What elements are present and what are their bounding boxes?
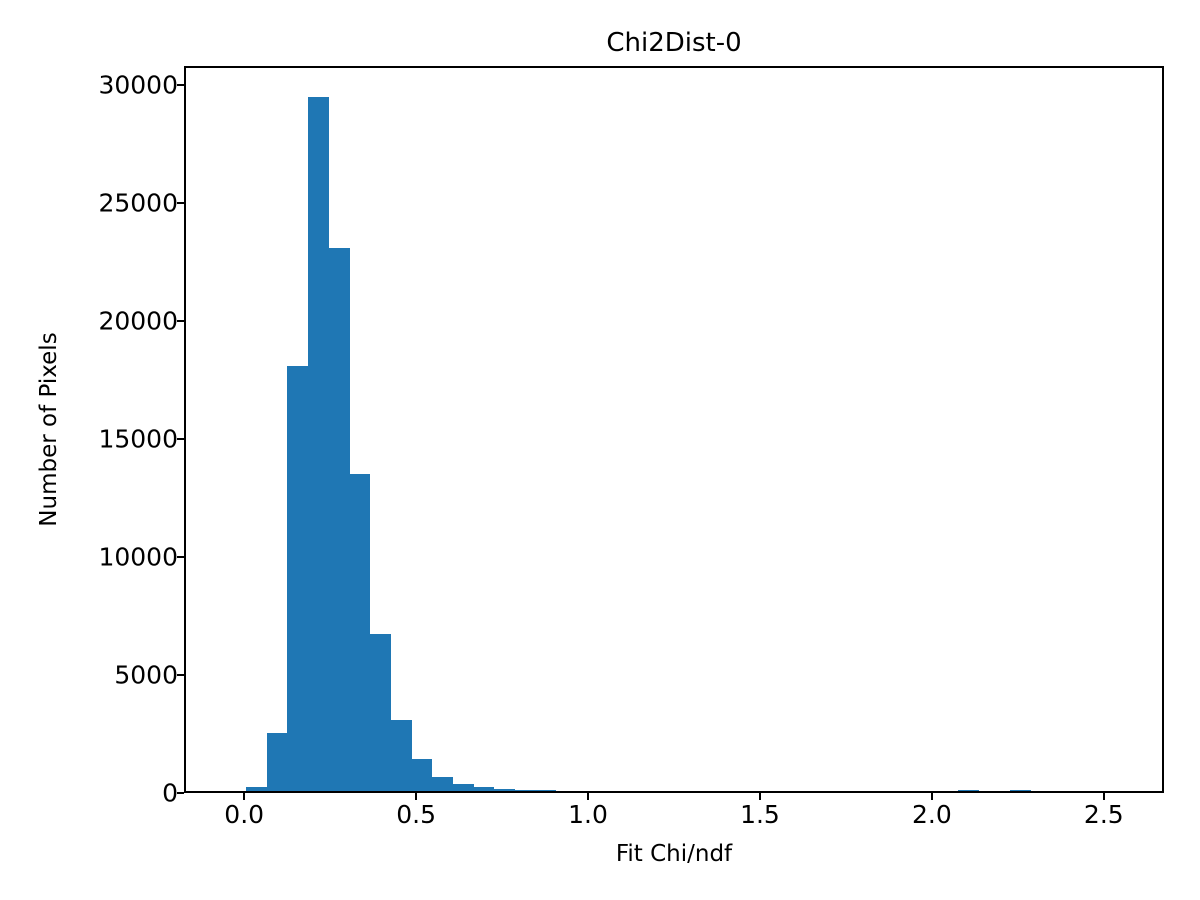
- plot-area: [184, 66, 1164, 793]
- histogram-bar: [266, 733, 288, 791]
- histogram-bar: [349, 473, 371, 791]
- histogram-bar: [369, 633, 392, 791]
- y-tick-label: 25000: [98, 188, 178, 218]
- y-tick-label: 20000: [98, 306, 178, 336]
- y-tick-label: 15000: [98, 424, 178, 454]
- histogram-bar: [957, 789, 980, 791]
- x-axis-label: Fit Chi/ndf: [615, 841, 733, 867]
- histogram-bar: [390, 719, 412, 791]
- x-tick-label: 0.0: [224, 800, 265, 829]
- y-tick-label: 0: [162, 778, 178, 808]
- histogram-bar: [287, 366, 309, 791]
- chart-title: Chi2Dist-0: [606, 28, 742, 58]
- x-tick-label: 2.0: [912, 800, 952, 829]
- histogram-bar: [493, 789, 515, 791]
- x-tick-label: 0.5: [396, 800, 436, 829]
- histogram-bar: [431, 776, 453, 791]
- x-tick-mark: [243, 793, 246, 800]
- histogram-bars: [186, 68, 1162, 791]
- histogram-bar: [246, 786, 268, 791]
- y-axis-label: Number of Pixels: [36, 332, 62, 527]
- histogram-bar: [411, 759, 433, 791]
- y-tick-label: 5000: [114, 660, 178, 690]
- y-tick-mark: [177, 673, 184, 676]
- histogram-bar: [514, 790, 536, 791]
- x-tick-mark: [1102, 793, 1105, 800]
- histogram-bar: [535, 790, 557, 791]
- histogram-bar: [473, 787, 495, 791]
- x-tick-label: 1.5: [740, 800, 780, 829]
- histogram-bar: [328, 248, 350, 791]
- x-tick-label: 2.5: [1083, 800, 1124, 829]
- histogram-bar: [308, 97, 330, 791]
- x-tick-mark: [415, 793, 418, 800]
- x-tick-label: 1.0: [568, 800, 608, 829]
- y-tick-label: 10000: [98, 542, 178, 572]
- y-tick-mark: [177, 437, 184, 440]
- y-tick-mark: [177, 319, 184, 322]
- x-tick-mark: [587, 793, 590, 800]
- y-tick-mark: [177, 555, 184, 558]
- histogram-bar: [452, 783, 474, 791]
- histogram-bar: [1009, 789, 1031, 791]
- x-tick-mark: [930, 793, 933, 800]
- x-tick-mark: [758, 793, 761, 800]
- y-tick-mark: [177, 792, 184, 794]
- y-tick-mark: [177, 201, 184, 204]
- y-tick-mark: [177, 83, 184, 86]
- y-tick-label: 30000: [98, 70, 178, 100]
